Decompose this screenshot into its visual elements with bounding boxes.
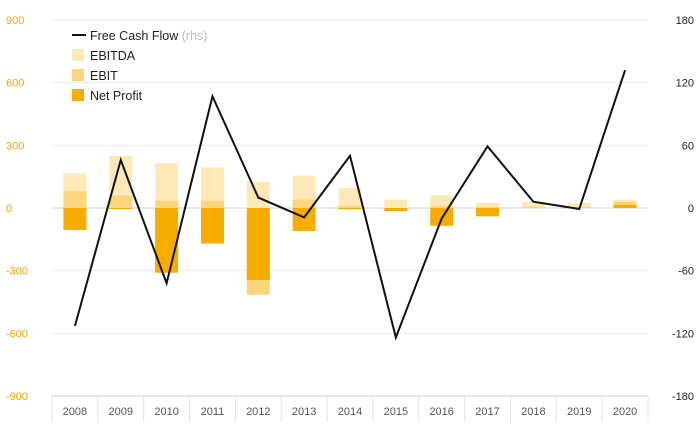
x-tick-label: 2013 (292, 406, 316, 418)
bar-ebitda (567, 202, 591, 208)
x-tick-label: 2015 (384, 406, 408, 418)
legend-ebit-label: EBIT (90, 69, 118, 83)
bar-net-profit (109, 208, 133, 210)
bar-ebit (476, 206, 500, 208)
free-cash-flow-line-group (73, 69, 627, 341)
x-tick-label: 2009 (109, 406, 133, 418)
bar-ebitda (338, 188, 362, 208)
x-tick-label: 2014 (338, 406, 362, 418)
bar-net-profit (384, 208, 408, 212)
bar-ebitda (200, 167, 224, 208)
bar-ebitda (384, 199, 408, 208)
bar-net-profit (292, 208, 316, 231)
legend-ebitda-swatch (72, 49, 84, 61)
left-tick-label: 900 (6, 15, 24, 27)
bar-net-profit (200, 208, 224, 244)
bar-ebitda (476, 202, 500, 208)
bar-ebitda (155, 163, 179, 208)
x-tick-label: 2017 (475, 406, 499, 418)
x-axis: 2008 2009 2010 2011 2012 2013 2014 2015 2016 2017… (51, 395, 649, 422)
x-tick-label: 2012 (246, 406, 270, 418)
right-tick-label: 120 (676, 78, 694, 90)
bar-ebitda (521, 201, 545, 208)
bar-net-profit (338, 208, 362, 210)
legend-ebit-swatch (72, 69, 84, 81)
left-tick-label: -600 (6, 328, 28, 340)
bar-ebitda (246, 181, 270, 208)
legend-net-profit-label: Net Profit (90, 89, 143, 103)
left-tick-label: 600 (6, 78, 24, 90)
x-tick-label: 2010 (154, 406, 178, 418)
right-tick-label: -120 (672, 328, 694, 340)
right-tick-label: -180 (672, 391, 694, 403)
bar-net-profit (63, 208, 87, 230)
bar-ebit (430, 205, 454, 208)
x-tick-label: 2016 (429, 406, 453, 418)
x-tick-label: 2011 (201, 406, 225, 418)
bar-ebit (155, 200, 179, 208)
bar-ebit (200, 200, 224, 208)
x-tick-label: 2019 (567, 406, 591, 418)
left-tick-label: -900 (6, 391, 28, 403)
x-tick-label: 2008 (63, 406, 87, 418)
bar-ebitda (430, 195, 454, 208)
bar-ebit (292, 199, 316, 208)
left-tick-label: 0 (6, 203, 12, 215)
bars (63, 155, 637, 295)
right-axis: 180 120 60 0 -60 -120 -180 (672, 15, 694, 403)
bar-net-profit (613, 204, 637, 208)
bar-ebit (521, 206, 545, 208)
bar-net-profit (246, 208, 270, 281)
right-tick-label: 60 (682, 140, 694, 152)
bar-ebit (63, 191, 87, 208)
left-tick-label: -300 (6, 266, 28, 278)
bar-ebit (109, 195, 133, 208)
bar-ebit (338, 205, 362, 208)
bar-net-profit (476, 208, 500, 217)
bar-ebitda (109, 155, 133, 208)
x-tick-label: 2018 (521, 406, 545, 418)
legend: Free Cash Flow (rhs) EBITDA EBIT Net Pro… (72, 29, 207, 103)
left-tick-label: 300 (6, 140, 24, 152)
right-tick-label: -60 (678, 266, 694, 278)
right-tick-label: 0 (688, 203, 694, 215)
x-tick-label: 2020 (613, 406, 637, 418)
left-axis: 900 600 300 0 -300 -600 -900 (6, 15, 28, 403)
legend-ebitda-label: EBITDA (90, 49, 136, 63)
right-tick-label: 180 (676, 15, 694, 27)
legend-free-cash-flow-label: Free Cash Flow (rhs) (90, 29, 207, 43)
legend-net-profit-swatch (72, 89, 84, 101)
